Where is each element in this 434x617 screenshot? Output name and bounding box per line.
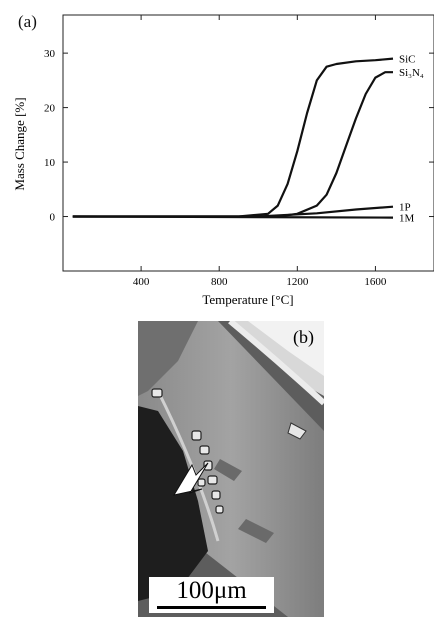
- y-tick-label: 20: [44, 103, 56, 115]
- scale-bar-label: 100μm: [176, 577, 247, 604]
- sem-micrograph: 100μm (b): [138, 321, 324, 617]
- plot-frame: [62, 14, 434, 272]
- series-label-sic: SiC: [399, 54, 416, 66]
- series-label-1p: 1P: [399, 202, 411, 214]
- y-tick-label: 30: [44, 48, 56, 60]
- x-tick-label: 800: [211, 276, 228, 288]
- x-axis-title: Temperature [°C]: [202, 292, 293, 307]
- micrograph-image: [138, 321, 324, 617]
- panel-a-label: (a): [18, 12, 37, 31]
- series-label-si3n4: Si₃N₄: [399, 67, 424, 79]
- x-tick-label: 400: [133, 276, 150, 288]
- series-line-sic: [72, 57, 394, 218]
- panel-b-label: (b): [293, 327, 314, 347]
- series-label-1m: 1M: [399, 213, 415, 225]
- x-tick-label: 1200: [286, 276, 309, 288]
- series-line-1m: [72, 215, 394, 219]
- x-tick-label: 1600: [364, 276, 387, 288]
- y-axis-title: Mass Change [%]: [12, 97, 27, 190]
- scale-bar-box: 100μm: [149, 577, 274, 613]
- scale-bar: [157, 606, 266, 609]
- series-line-si3n4: [72, 71, 393, 218]
- y-tick-label: 10: [44, 157, 56, 169]
- y-tick-label: 0: [50, 212, 56, 224]
- series-line-1p: [72, 205, 394, 218]
